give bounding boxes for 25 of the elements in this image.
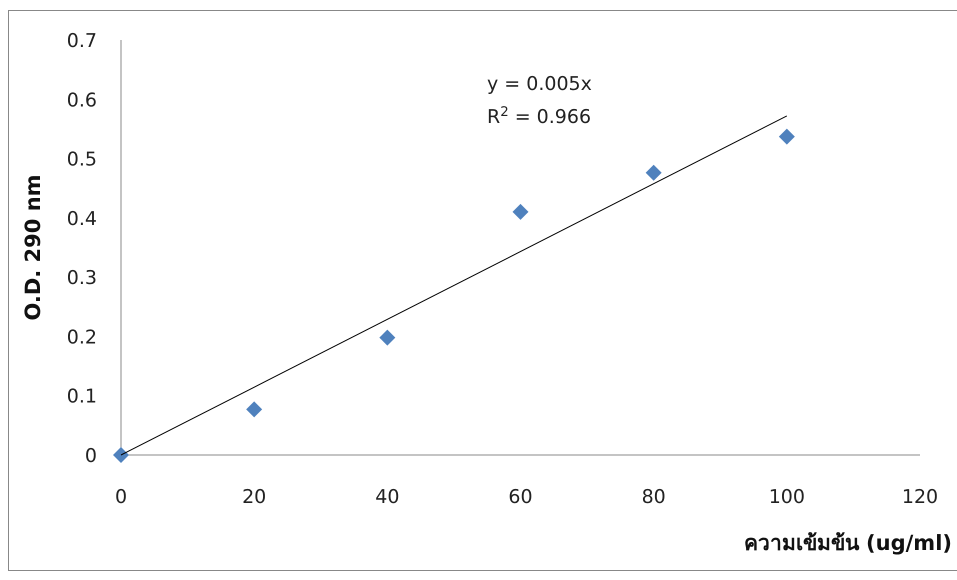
- y-tick-label: 0.4: [66, 208, 97, 230]
- point: [379, 330, 396, 346]
- y-tick-label: 0.3: [66, 267, 97, 290]
- annotation: y = 0.005x: [487, 73, 592, 95]
- point: [778, 128, 795, 145]
- y-tick-label: 0.1: [66, 386, 97, 408]
- annotation: R$^{2}$ = 0.966: [487, 104, 592, 128]
- x-tick-label: 0: [114, 486, 128, 508]
- x-axis-title: ความเข้มข้น (ug/ml): [744, 531, 952, 555]
- x-tick-label: 20: [242, 486, 266, 508]
- x-tick-label: 120: [902, 486, 938, 508]
- point: [512, 204, 528, 220]
- x-tick-label: 60: [508, 486, 533, 508]
- y-tick-label: 0.2: [66, 326, 97, 348]
- y-tick-label: 0.6: [66, 89, 97, 112]
- y-axis-title: O.D. 290 nm: [21, 174, 45, 321]
- x-tick-label: 80: [642, 486, 666, 508]
- x-tick-label: 40: [375, 486, 400, 508]
- point: [646, 164, 662, 181]
- x-tick-label: 100: [768, 486, 805, 508]
- point: [113, 447, 129, 463]
- y-tick-label: 0.5: [66, 148, 97, 171]
- y-tick-label: 0: [84, 445, 97, 467]
- y-tick-label: 0.7: [66, 30, 97, 52]
- point: [246, 401, 262, 418]
